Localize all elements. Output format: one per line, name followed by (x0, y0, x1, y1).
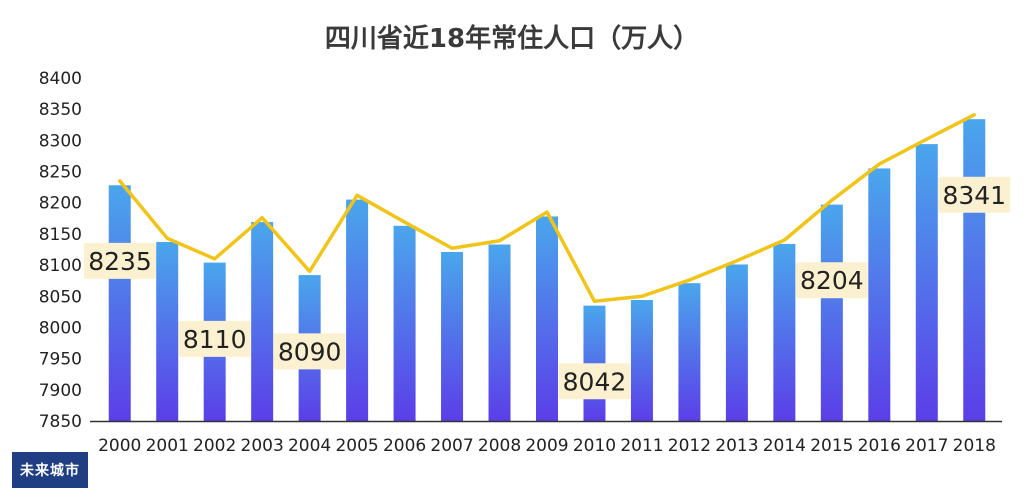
data-label-2015: 8204 (795, 262, 868, 299)
bar-2000 (108, 185, 131, 421)
bar-2005 (346, 199, 369, 421)
bar-2017 (915, 144, 938, 421)
bar-2015 (820, 204, 843, 421)
y-tick-label: 7900 (39, 381, 82, 401)
bar-2012 (678, 283, 701, 421)
data-label-bg (273, 333, 346, 370)
data-label-2004: 8090 (273, 333, 346, 370)
y-axis: 7850 7900 7950 8000 8050 8100 8150 8200 8250 8300… (39, 69, 82, 432)
bar-2008 (488, 244, 511, 421)
bar-2018 (963, 119, 986, 421)
x-tick-label: 2018 (953, 436, 996, 456)
data-label-bg (178, 320, 251, 357)
watermark-logo: 未来城市 (12, 452, 88, 488)
y-tick-label: 8100 (39, 256, 82, 276)
x-tick-label: 2012 (668, 436, 711, 456)
x-tick-label: 2006 (383, 436, 426, 456)
x-tick-label: 2011 (620, 436, 663, 456)
data-label-text: 8110 (183, 325, 247, 354)
bar-2006 (393, 225, 416, 421)
y-tick-label: 8200 (39, 194, 82, 214)
y-tick-label: 8300 (39, 131, 82, 151)
data-label-2002: 8110 (178, 320, 251, 357)
bar-2011 (630, 300, 653, 421)
x-tick-label: 2013 (715, 436, 758, 456)
data-label-2018: 8341 (938, 176, 1011, 213)
y-tick-label: 8150 (39, 225, 82, 245)
y-tick-label: 8400 (39, 69, 82, 89)
data-label-2010: 8042 (558, 363, 631, 400)
data-label-2000: 8235 (84, 242, 156, 279)
data-label-bg (938, 176, 1011, 213)
data-label-text: 8204 (800, 266, 864, 295)
x-tick-label: 2008 (478, 436, 521, 456)
x-tick-label: 2005 (335, 436, 378, 456)
data-label-text: 8341 (942, 181, 1006, 210)
x-tick-label: 2000 (98, 436, 141, 456)
data-label-bg (795, 262, 868, 299)
data-label-text: 8090 (278, 337, 342, 366)
bar-2001 (156, 242, 179, 421)
y-tick-label: 8000 (39, 318, 82, 338)
x-tick-label: 2003 (241, 436, 284, 456)
x-tick-label: 2010 (573, 436, 616, 456)
bar-2009 (536, 216, 558, 421)
y-tick-label: 7850 (39, 412, 82, 432)
x-tick-label: 2009 (525, 436, 568, 456)
data-label-text: 8235 (88, 247, 152, 276)
data-label-text: 8042 (563, 367, 627, 396)
x-tick-label: 2004 (288, 436, 331, 456)
y-tick-label: 8350 (39, 100, 82, 120)
y-tick-label: 7950 (39, 350, 82, 370)
bar-2014 (773, 243, 796, 421)
data-labels: 8235 8110 8090 8042 8204 8341 (84, 176, 1011, 400)
x-axis: 2000 2001 2002 2003 2004 2005 2006 2007 2008 2009… (90, 420, 1002, 456)
x-tick-label: 2002 (193, 436, 236, 456)
bar-2007 (441, 251, 464, 421)
data-label-bg (84, 242, 156, 279)
x-tick-label: 2014 (763, 436, 806, 456)
x-tick-label: 2015 (810, 436, 853, 456)
x-tick-label: 2007 (430, 436, 473, 456)
x-tick-label: 2016 (858, 436, 901, 456)
watermark-text: 未来城市 (20, 463, 80, 479)
chart-title: 四川省近18年常住人口（万人） (325, 23, 699, 54)
x-tick-label: 2017 (905, 436, 948, 456)
x-tick-label: 2001 (146, 436, 189, 456)
y-tick-label: 8250 (39, 163, 82, 183)
bar-2013 (725, 264, 748, 421)
line-series (117, 113, 977, 304)
bar-2003 (251, 222, 274, 421)
y-tick-label: 8050 (39, 287, 82, 307)
bar-2016 (868, 168, 891, 421)
data-label-bg (558, 363, 631, 400)
